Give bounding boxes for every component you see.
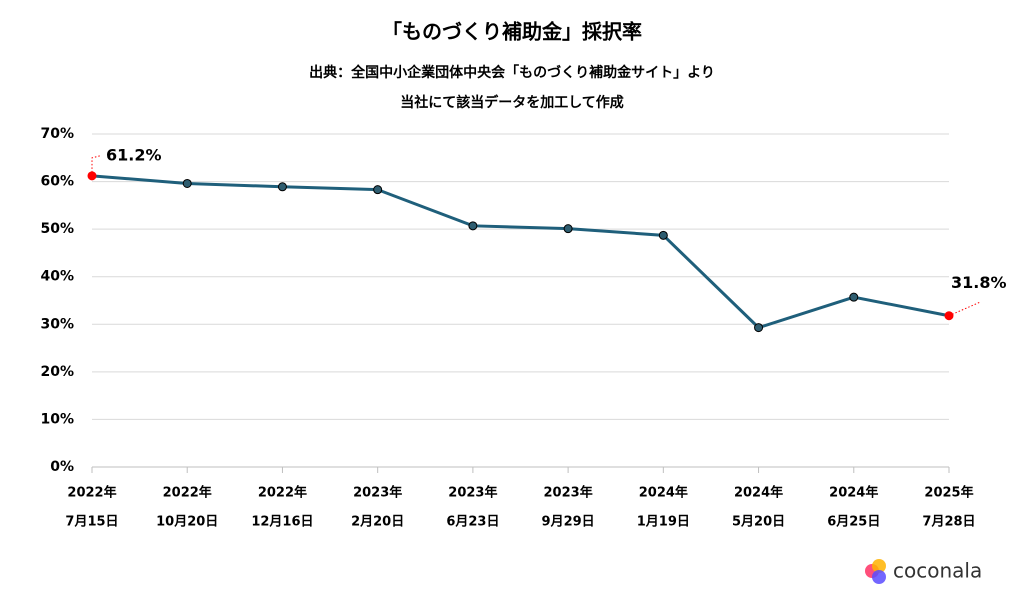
x-tick-label: 2023年 xyxy=(353,485,402,501)
x-tick-label: 5月20日 xyxy=(732,515,785,530)
data-point xyxy=(182,178,192,188)
series-line xyxy=(91,174,950,330)
y-tick-label: 10% xyxy=(40,411,74,427)
logo-text: coconala xyxy=(893,559,982,583)
x-tick-label: 7月28日 xyxy=(922,515,975,530)
x-tick-label: 9月29日 xyxy=(542,515,595,530)
x-tick-label: 2025年 xyxy=(924,485,973,501)
y-tick-label: 20% xyxy=(40,364,74,380)
x-tick-label: 1月19日 xyxy=(637,515,690,530)
x-tick-label: 10月20日 xyxy=(156,515,218,530)
data-label: 31.8% xyxy=(951,273,1007,292)
x-tick-label: 2022年 xyxy=(67,485,116,501)
label-leader xyxy=(948,301,982,317)
data-point xyxy=(658,230,668,240)
data-point xyxy=(373,185,383,195)
x-tick-label: 2024年 xyxy=(639,485,688,501)
data-point xyxy=(849,292,859,302)
y-tick-label: 70% xyxy=(40,126,74,142)
x-tick-label: 2023年 xyxy=(448,485,497,501)
chart-subtitle: 出典：全国中小企業団体中央会「ものづくり補助金サイト」より xyxy=(309,64,715,81)
label-leader xyxy=(91,155,101,176)
x-tick-label: 2024年 xyxy=(829,485,878,501)
y-tick-label: 50% xyxy=(40,221,74,237)
chart-title: 「ものづくり補助金」採択率 xyxy=(382,20,642,44)
x-tick-label: 6月23日 xyxy=(446,515,499,530)
x-tick-label: 2022年 xyxy=(163,485,212,501)
data-point xyxy=(754,323,764,333)
data-point xyxy=(563,224,573,234)
data-point xyxy=(468,221,478,231)
x-tick-label: 12月16日 xyxy=(251,515,313,530)
x-tick-label: 2024年 xyxy=(734,485,783,501)
chart-subtitle: 当社にて該当データを加工して作成 xyxy=(400,94,624,111)
x-tick-label: 2月20日 xyxy=(351,515,404,530)
data-label: 61.2% xyxy=(106,145,162,164)
y-tick-label: 40% xyxy=(40,269,74,285)
x-tick-label: 2023年 xyxy=(544,485,593,501)
data-point xyxy=(277,182,287,192)
x-tick-label: 7月15日 xyxy=(65,515,118,530)
y-tick-label: 0% xyxy=(50,459,74,475)
x-tick-label: 2022年 xyxy=(258,485,307,501)
x-tick-label: 6月25日 xyxy=(827,515,880,530)
y-tick-label: 30% xyxy=(40,316,74,332)
logo-icon xyxy=(865,559,886,584)
y-tick-label: 60% xyxy=(40,174,74,190)
